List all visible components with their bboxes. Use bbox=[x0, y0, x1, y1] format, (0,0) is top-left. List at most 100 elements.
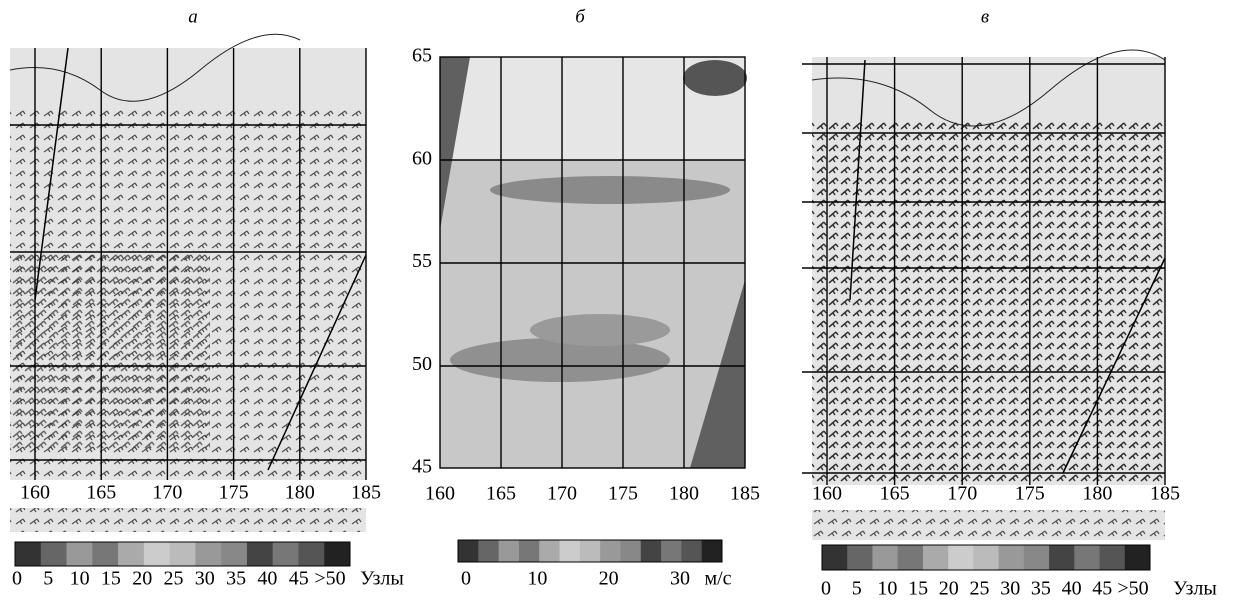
colorbar-tick-label: 40 bbox=[257, 568, 277, 590]
colorbar-segment bbox=[661, 540, 682, 562]
colorbar-tick-label: 30 bbox=[1000, 578, 1020, 600]
colorbar-tick-label: >50 bbox=[314, 568, 345, 590]
colorbar-segment bbox=[922, 545, 949, 570]
colorbar-segment bbox=[1023, 545, 1050, 570]
colorbar-segment bbox=[458, 540, 479, 562]
panel-label: в bbox=[981, 6, 989, 27]
colorbar-segment bbox=[66, 542, 93, 566]
colorbar-tick-label: >50 bbox=[1117, 578, 1148, 600]
colorbar-tick-label: 20 bbox=[132, 568, 152, 590]
colorbar-segment bbox=[600, 540, 621, 562]
colorbar-segment bbox=[998, 545, 1025, 570]
colorbar-unit: м/с bbox=[704, 568, 731, 590]
x-tick-label: 175 bbox=[1015, 483, 1045, 505]
colorbar-segment bbox=[478, 540, 500, 562]
y-tick-label: 50 bbox=[412, 353, 432, 375]
colorbar-tick-label: 25 bbox=[164, 568, 184, 590]
colorbar-tick-label: 10 bbox=[877, 578, 897, 600]
colorbar-frame bbox=[14, 541, 351, 567]
colorbar-segment bbox=[973, 545, 1000, 570]
x-tick-label: 170 bbox=[947, 483, 977, 505]
map-c bbox=[811, 49, 1166, 540]
colorbar-segment bbox=[579, 540, 601, 562]
colorbar-frame bbox=[821, 544, 1151, 571]
colorbar-tick-label: 40 bbox=[1062, 578, 1082, 600]
colorbar-tick-label: 30 bbox=[195, 568, 215, 590]
colorbar-tick-label: 0 bbox=[821, 578, 831, 600]
colorbar-segment bbox=[559, 540, 581, 562]
colorbar-tick-label: 30 bbox=[670, 568, 690, 590]
colorbar-segment bbox=[169, 542, 196, 566]
colorbar-segment bbox=[143, 542, 171, 566]
x-tick-label: 180 bbox=[285, 482, 315, 504]
y-tick-label: 60 bbox=[412, 147, 432, 169]
x-tick-label: 165 bbox=[486, 483, 516, 505]
colorbar-segment bbox=[15, 542, 42, 566]
x-tick-label: 180 bbox=[1082, 483, 1112, 505]
colorbar-segment bbox=[822, 545, 848, 570]
colorbar-segment bbox=[272, 542, 299, 566]
map-a bbox=[9, 33, 367, 532]
colorbar-tick-label: 0 bbox=[461, 568, 471, 590]
colorbar-segment bbox=[620, 540, 642, 562]
colorbar-segment bbox=[539, 540, 561, 562]
colorbar-segment bbox=[640, 540, 662, 562]
x-tick-label: 185 bbox=[1150, 483, 1180, 505]
y-tick-label: 45 bbox=[412, 456, 432, 478]
colorbar-segment bbox=[1049, 545, 1075, 570]
colorbar-segment bbox=[221, 542, 248, 566]
x-tick-label: 160 bbox=[20, 482, 50, 504]
colorbar-tick-label: 25 bbox=[970, 578, 990, 600]
colorbar-segment bbox=[1099, 545, 1126, 570]
x-tick-label: 185 bbox=[730, 483, 760, 505]
colorbar-segment bbox=[118, 542, 145, 566]
colorbar-tick-label: 10 bbox=[70, 568, 90, 590]
colorbar-tick-label: 20 bbox=[939, 578, 959, 600]
x-tick-label: 175 bbox=[608, 483, 638, 505]
panel-label: б bbox=[575, 6, 586, 27]
x-tick-label: 165 bbox=[880, 483, 910, 505]
colorbar-segment bbox=[681, 540, 703, 562]
colorbar-tick-label: 15 bbox=[101, 568, 121, 590]
colorbar-tick-label: 15 bbox=[908, 578, 928, 600]
colorbar-segment bbox=[518, 540, 540, 562]
colorbar-tick-label: 45 bbox=[289, 568, 309, 590]
colorbar-tick-label: 5 bbox=[43, 568, 53, 590]
colorbar-tick-label: 10 bbox=[527, 568, 547, 590]
colorbar-tick-label: 0 bbox=[12, 568, 22, 590]
colorbar-tick-label: 5 bbox=[852, 578, 862, 600]
colorbar-segment bbox=[246, 542, 274, 566]
x-tick-label: 180 bbox=[669, 483, 699, 505]
colorbar-unit: Узлы bbox=[1173, 578, 1217, 600]
colorbar-tick-label: 35 bbox=[226, 568, 246, 590]
colorbar-segment bbox=[701, 540, 723, 562]
map-b bbox=[440, 57, 747, 468]
colorbar-tick-label: 20 bbox=[599, 568, 619, 590]
colorbar-segment bbox=[872, 545, 899, 570]
x-tick-label: 160 bbox=[812, 483, 842, 505]
colorbar-segment bbox=[1124, 545, 1151, 570]
x-tick-label: 175 bbox=[219, 482, 249, 504]
colorbar-segment bbox=[92, 542, 119, 566]
colorbar-segment bbox=[948, 545, 974, 570]
x-tick-label: 170 bbox=[547, 483, 577, 505]
x-tick-label: 160 bbox=[425, 483, 455, 505]
colorbar-unit: Узлы bbox=[360, 568, 404, 590]
panel-label: а bbox=[188, 6, 198, 27]
colorbar-frame bbox=[457, 539, 723, 563]
colorbar-segment bbox=[1074, 545, 1101, 570]
colorbar-segment bbox=[195, 542, 222, 566]
colorbar-tick-label: 35 bbox=[1031, 578, 1051, 600]
colorbar-segment bbox=[40, 542, 68, 566]
x-tick-label: 165 bbox=[86, 482, 116, 504]
colorbar-segment bbox=[897, 545, 924, 570]
y-tick-label: 65 bbox=[412, 45, 432, 67]
colorbar-segment bbox=[298, 542, 325, 566]
x-tick-label: 170 bbox=[152, 482, 182, 504]
colorbar-segment bbox=[847, 545, 873, 570]
colorbar-tick-label: 45 bbox=[1092, 578, 1112, 600]
colorbar-segment bbox=[498, 540, 520, 562]
colorbar-segment bbox=[324, 542, 351, 566]
y-tick-label: 55 bbox=[412, 250, 432, 272]
